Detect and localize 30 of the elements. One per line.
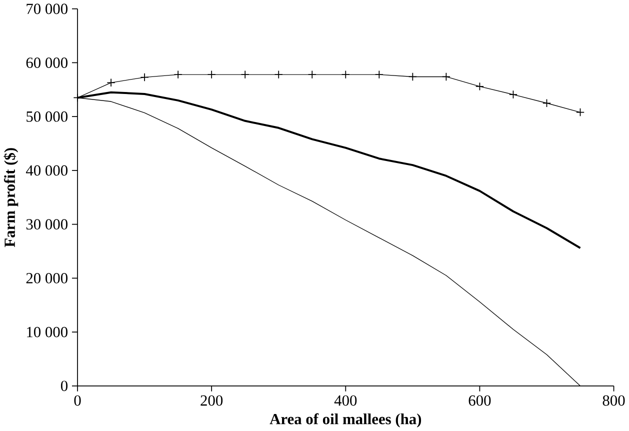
point: [106, 78, 116, 87]
y-tick-label: 50 000: [26, 111, 68, 122]
point: [408, 72, 417, 81]
y-tick-label: 70 000: [26, 4, 68, 14]
point: [508, 90, 518, 99]
x-tick-label: 600: [468, 395, 491, 406]
point: [140, 72, 149, 82]
x-tick-label: 200: [200, 395, 223, 406]
point: [207, 70, 216, 79]
point: [374, 70, 384, 79]
y-tick-label: 60 000: [26, 57, 68, 68]
y-tick-label: 0: [60, 380, 68, 392]
point: [274, 70, 283, 79]
point: [475, 82, 484, 91]
point: [308, 70, 316, 79]
point: [341, 70, 350, 79]
y-tick-label: 20 000: [26, 272, 68, 284]
x-tick-label: 0: [74, 395, 81, 406]
y-axis-title: Farm profit ($): [4, 148, 18, 248]
point: [240, 70, 250, 79]
point: [542, 98, 552, 108]
y-tick-label: 10 000: [27, 326, 68, 338]
y-tick-label: 40 000: [26, 165, 68, 176]
point: [442, 72, 450, 81]
y-tick-label: 30 000: [26, 219, 68, 230]
point: [174, 70, 182, 79]
x-axis-title: Area of oil mallees (ha): [270, 413, 422, 428]
x-tick-label: 400: [334, 395, 357, 406]
x-tick-label: 800: [602, 395, 625, 406]
point: [576, 108, 585, 117]
